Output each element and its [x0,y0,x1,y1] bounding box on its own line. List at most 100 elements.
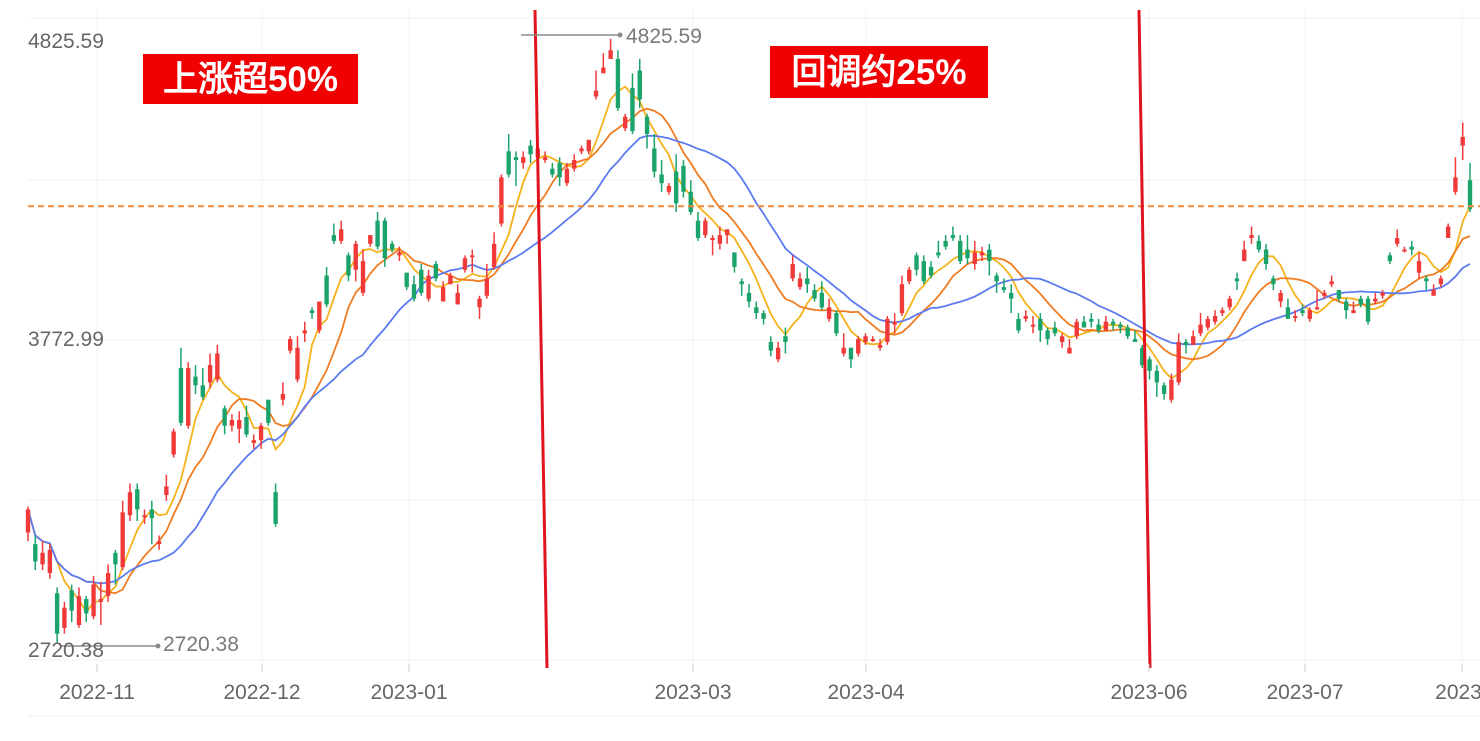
candle-down [1089,318,1094,322]
candle-up [1314,307,1320,310]
x-tick-label: 2022-11 [59,681,135,704]
candle-down [1045,330,1050,340]
candle-down [681,165,686,192]
candle-up [491,243,497,267]
candle-up [287,339,293,351]
x-tick-label: 2023-06 [1110,681,1187,704]
candle-down [513,157,519,161]
candle-down [1285,307,1291,319]
candle-up [564,168,570,184]
candle-up [120,512,125,568]
moving-average-layer [27,85,1471,614]
candle-down [746,292,752,302]
candle-down [1424,278,1429,282]
ma10-line [27,107,1471,595]
candle-up [1169,379,1174,400]
candle-down [965,249,970,259]
candle-up [317,301,322,331]
min-marker-label: 2720.38 [163,633,239,656]
candle-up [775,347,781,360]
min-marker-dot [155,643,161,649]
candle-down [419,269,424,293]
candle-down [936,252,941,256]
candle-down [178,367,184,423]
candle-up [899,284,905,314]
annotation-text: 上涨超50% [163,60,338,99]
candle-down [732,252,737,267]
candle-down [324,275,329,305]
candle-down [987,249,992,262]
candle-up [142,515,147,518]
candle-down [331,235,337,241]
candle-down [1336,289,1342,299]
candle-down [1118,324,1123,328]
candle-up [863,336,868,342]
candle-up [717,235,723,244]
candle-down [193,376,198,386]
candle-up [186,367,191,426]
candle-up [295,347,300,380]
candle-up [251,440,256,444]
candle-up [870,339,875,342]
candle-up [1059,336,1065,342]
candle-up [499,177,504,224]
candle-down [1038,318,1043,331]
x-tick-label: 2023- [1435,681,1480,704]
candle-up [47,549,53,574]
candle-down [615,58,621,109]
max-marker-dot [617,32,623,38]
candle-down [819,292,825,308]
candle-up [455,292,460,305]
candle-down [389,243,395,250]
candle-up [856,339,861,354]
candle-down [1161,385,1167,394]
candle-down [1110,321,1116,325]
candle-up [1249,235,1254,239]
candle-up [397,252,402,256]
candle-up [280,393,286,400]
candle-up [302,330,307,334]
candle-up [1198,324,1203,334]
candle-down [1387,255,1393,262]
candle-down [1081,321,1087,328]
candle-down [1154,370,1160,383]
rally-end-divider [533,9,549,669]
candle-up [1067,347,1072,354]
candle-up [601,67,606,74]
candle-down [994,275,999,282]
ma20-line [27,134,1471,585]
candle-up [1307,310,1312,319]
x-tick-label: 2023-03 [654,681,731,704]
candle-down [404,272,409,288]
candle-down [1300,310,1305,314]
candle-up [171,431,176,455]
candle-up [1380,292,1385,296]
candle-up [338,229,344,241]
candle-up [484,278,490,296]
candle-up [521,157,526,163]
candle-up [1023,315,1028,319]
pullback-end-divider [1137,9,1152,669]
candle-up [1176,341,1181,383]
candle-layer [25,38,1473,643]
candle-up [40,552,45,565]
candle-down [266,399,271,423]
candle-up [572,160,577,169]
candle-up [1030,324,1036,327]
candle-down [506,151,511,175]
y-tick-label: 2720.38 [28,639,104,662]
candle-up [623,116,628,129]
candle-down [433,263,439,279]
candle-down [1008,292,1014,299]
candle-up [826,307,832,319]
candle-down [273,492,278,524]
x-tick-label: 2023-01 [370,681,447,704]
candle-up [593,90,599,97]
candle-down [1147,359,1152,371]
candle-up [586,139,591,152]
candle-down [69,590,74,611]
candle-up [229,419,235,426]
candle-down [375,220,380,247]
candle-up [207,365,213,383]
candle-up [237,419,242,429]
